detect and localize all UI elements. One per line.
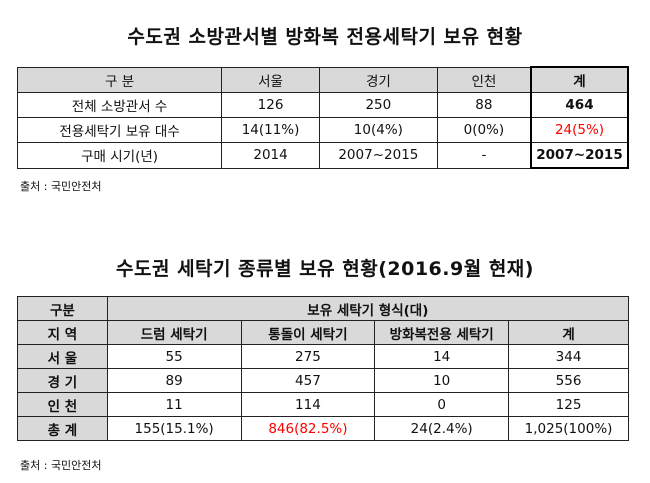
header-incheon: 인천 [436, 66, 532, 93]
header-top-load: 통돌이 세탁기 [240, 320, 376, 345]
row-label: 전체 소방관서 수 [16, 92, 223, 118]
header-washer-types: 보유 세탁기 형식(대) [106, 296, 630, 321]
firehouse-washer-table: 구 분 서울 경기 인천 계 전체 소방관서 수 126 250 88 464 … [16, 66, 629, 169]
total-cell-highlight: 24(5%) [530, 117, 629, 143]
row-label: 서 울 [17, 344, 108, 369]
table-header-row: 지 역 드럼 세탁기 통돌이 세탁기 방화복전용 세탁기 계 [17, 320, 629, 345]
cell: 11 [106, 392, 242, 417]
row-label: 전용세탁기 보유 대수 [16, 117, 223, 143]
header-region: 지 역 [17, 320, 108, 345]
cell: 344 [508, 344, 629, 369]
source-note: 출처 : 국민안전처 [20, 180, 102, 193]
cell: 0(0%) [436, 117, 532, 143]
cell: 2014 [221, 142, 320, 169]
row-label: 총 계 [17, 416, 108, 441]
cell: 114 [240, 392, 376, 417]
table1-title: 수도권 소방관서별 방화복 전용세탁기 보유 현황 [127, 26, 523, 48]
cell: 10 [374, 368, 510, 393]
cell: 250 [318, 92, 438, 118]
cell: 24(2.4%) [374, 416, 510, 441]
table-header-row: 구 분 서울 경기 인천 계 [16, 66, 629, 93]
row-label: 구매 시기(년) [16, 142, 223, 169]
cell: 556 [508, 368, 629, 393]
cell: 125 [508, 392, 629, 417]
cell: 1,025(100%) [508, 416, 629, 441]
table-row: 구매 시기(년) 2014 2007~2015 - 2007~2015 [16, 142, 629, 169]
washer-type-table: 구분 보유 세탁기 형식(대) 지 역 드럼 세탁기 통돌이 세탁기 방화복전용… [17, 296, 630, 441]
cell: 457 [240, 368, 376, 393]
table-row: 전용세탁기 보유 대수 14(11%) 10(4%) 0(0%) 24(5%) [16, 117, 629, 143]
row-label: 인 천 [17, 392, 108, 417]
header-seoul: 서울 [221, 66, 320, 93]
cell: - [436, 142, 532, 169]
cell: 2007~2015 [318, 142, 438, 169]
cell: 14(11%) [221, 117, 320, 143]
table-row: 서 울 55 275 14 344 [17, 344, 629, 369]
cell: 155(15.1%) [106, 416, 242, 441]
header-category: 구 분 [16, 66, 223, 93]
table-row: 인 천 11 114 0 125 [17, 392, 629, 417]
table-row: 전체 소방관서 수 126 250 88 464 [16, 92, 629, 118]
header-fire-suit: 방화복전용 세탁기 [374, 320, 510, 345]
cell: 88 [436, 92, 532, 118]
table2-title: 수도권 세탁기 종류별 보유 현황(2016.9월 현재) [116, 258, 534, 280]
header-total: 계 [530, 66, 629, 93]
cell: 14 [374, 344, 510, 369]
cell: 10(4%) [318, 117, 438, 143]
header-gyeonggi: 경기 [318, 66, 438, 93]
cell: 275 [240, 344, 376, 369]
table-row: 경 기 89 457 10 556 [17, 368, 629, 393]
cell: 126 [221, 92, 320, 118]
table-row: 총 계 155(15.1%) 846(82.5%) 24(2.4%) 1,025… [17, 416, 629, 441]
cell-highlight: 846(82.5%) [240, 416, 376, 441]
source-note: 출처 : 국민안전처 [20, 459, 102, 472]
header-drum: 드럼 세탁기 [106, 320, 242, 345]
cell: 55 [106, 344, 242, 369]
total-cell: 464 [530, 92, 629, 118]
header-total: 계 [508, 320, 629, 345]
table-header-row: 구분 보유 세탁기 형식(대) [17, 296, 630, 321]
row-label: 경 기 [17, 368, 108, 393]
header-category: 구분 [17, 296, 108, 321]
total-cell: 2007~2015 [530, 142, 629, 169]
cell: 0 [374, 392, 510, 417]
cell: 89 [106, 368, 242, 393]
